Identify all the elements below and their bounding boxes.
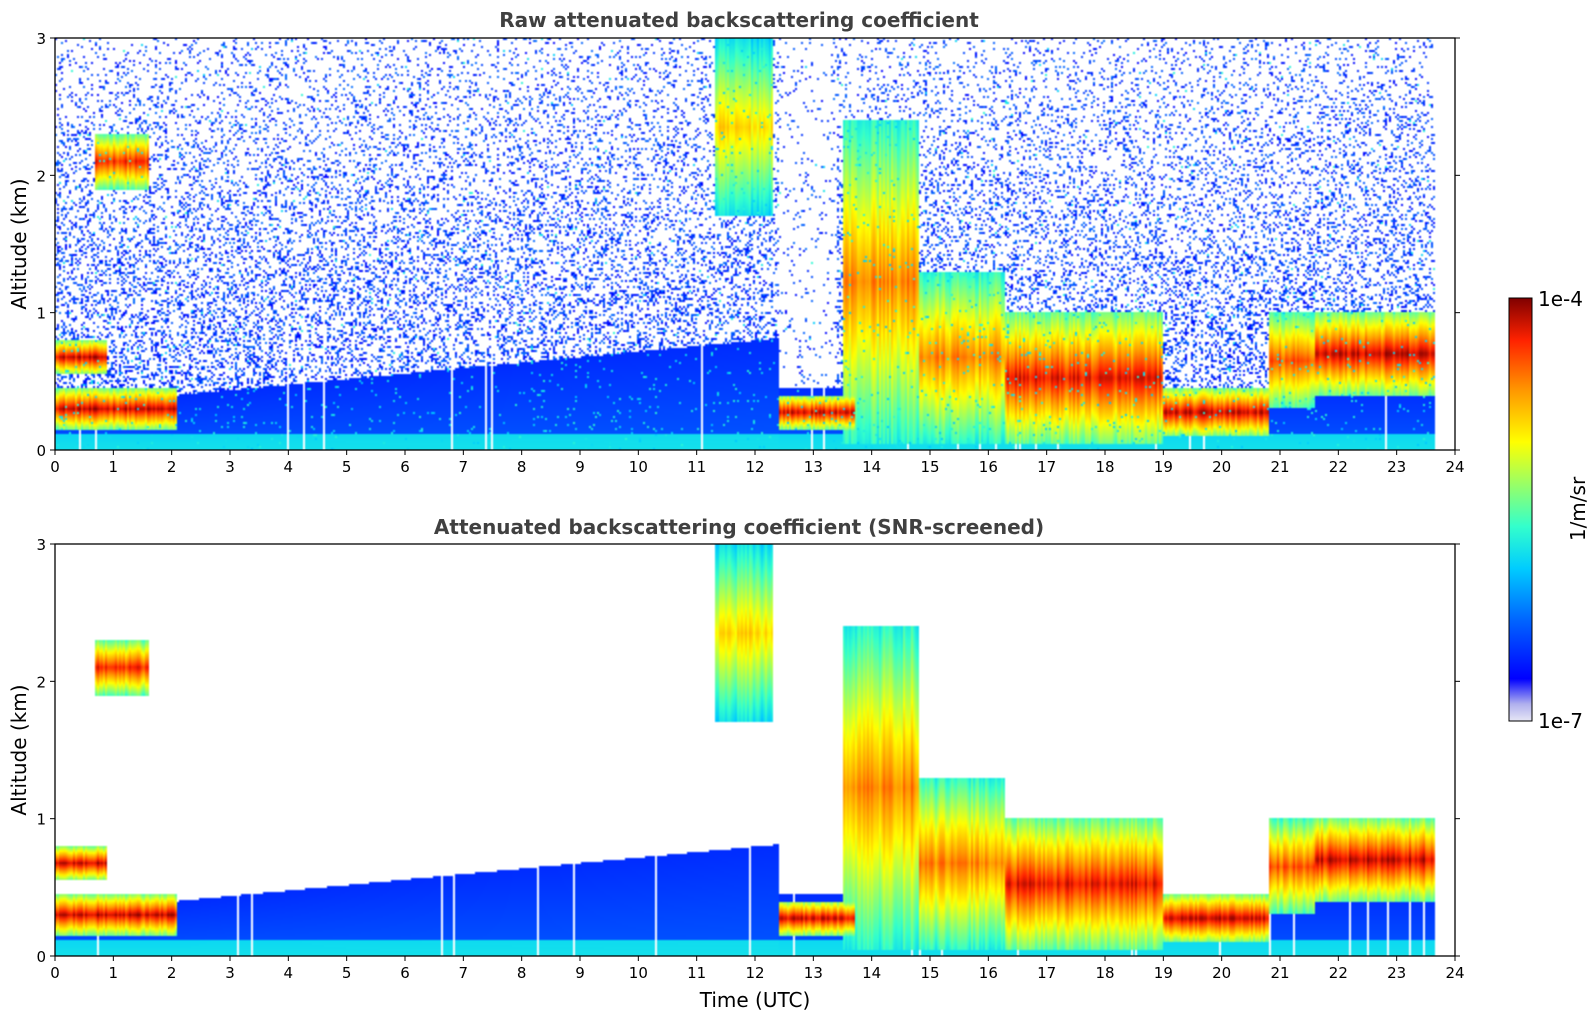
x-tick-label: 7 — [459, 458, 469, 476]
x-tick-label: 11 — [687, 964, 706, 982]
x-tick-label: 16 — [979, 458, 998, 476]
panel-title: Attenuated backscattering coefficient (S… — [434, 515, 1044, 539]
x-tick-label: 5 — [342, 964, 352, 982]
x-tick-label: 1 — [109, 964, 119, 982]
x-tick-label: 20 — [1212, 964, 1231, 982]
x-tick-label: 22 — [1329, 458, 1348, 476]
colorbar: 1e-4 1e-7 1/m/sr — [1508, 287, 1590, 733]
x-axis-label: Time (UTC) — [699, 988, 811, 1012]
x-tick-label: 19 — [1154, 458, 1173, 476]
y-tick-label: 3 — [36, 536, 46, 554]
x-tick-label: 24 — [1445, 964, 1464, 982]
y-tick-label: 2 — [36, 673, 46, 691]
x-tick-label: 16 — [979, 964, 998, 982]
panel-title: Raw attenuated backscattering coefficien… — [499, 8, 979, 32]
y-tick-label: 1 — [36, 811, 46, 829]
x-tick-label: 10 — [629, 458, 648, 476]
x-tick-label: 12 — [745, 458, 764, 476]
x-tick-label: 20 — [1212, 458, 1231, 476]
x-tick-label: 7 — [459, 964, 469, 982]
x-tick-label: 21 — [1270, 458, 1289, 476]
backscatter-heatmap — [55, 38, 1455, 450]
colorbar-unit-label: 1/m/sr — [1566, 476, 1590, 541]
x-tick-label: 2 — [167, 964, 177, 982]
x-tick-label: 15 — [920, 458, 939, 476]
x-tick-label: 8 — [517, 964, 527, 982]
backscatter-heatmap — [55, 544, 1455, 956]
colorbar-gradient — [1508, 297, 1533, 722]
x-tick-label: 4 — [284, 458, 294, 476]
y-axis-label: Altitude (km) — [7, 684, 31, 815]
x-tick-label: 22 — [1329, 964, 1348, 982]
y-tick-label: 3 — [36, 30, 46, 48]
x-tick-label: 21 — [1270, 964, 1289, 982]
x-tick-label: 15 — [920, 964, 939, 982]
x-tick-label: 9 — [575, 964, 585, 982]
x-tick-label: 9 — [575, 458, 585, 476]
x-tick-label: 17 — [1037, 964, 1056, 982]
x-tick-label: 8 — [517, 458, 527, 476]
x-tick-label: 14 — [862, 458, 881, 476]
x-tick-label: 14 — [862, 964, 881, 982]
x-tick-label: 17 — [1037, 458, 1056, 476]
colorbar-max-label: 1e-4 — [1538, 287, 1583, 311]
x-tick-label: 0 — [50, 964, 60, 982]
x-tick-label: 19 — [1154, 964, 1173, 982]
x-tick-label: 3 — [225, 458, 235, 476]
x-tick-label: 6 — [400, 458, 410, 476]
y-tick-label: 0 — [36, 948, 46, 966]
colorbar-min-label: 1e-7 — [1538, 709, 1583, 733]
x-tick-label: 6 — [400, 964, 410, 982]
x-tick-label: 13 — [804, 964, 823, 982]
x-tick-label: 11 — [687, 458, 706, 476]
snr-screened-backscatter-panel: Attenuated backscattering coefficient (S… — [7, 515, 1465, 1012]
x-tick-label: 12 — [745, 964, 764, 982]
x-tick-label: 18 — [1095, 458, 1114, 476]
y-tick-label: 1 — [36, 305, 46, 323]
x-tick-label: 13 — [804, 458, 823, 476]
raw-backscatter-panel: Raw attenuated backscattering coefficien… — [7, 8, 1465, 476]
x-tick-label: 23 — [1387, 964, 1406, 982]
x-tick-label: 5 — [342, 458, 352, 476]
x-tick-label: 18 — [1095, 964, 1114, 982]
y-tick-label: 0 — [36, 442, 46, 460]
y-axis-label: Altitude (km) — [7, 178, 31, 309]
y-tick-label: 2 — [36, 167, 46, 185]
x-tick-label: 0 — [50, 458, 60, 476]
x-tick-label: 1 — [109, 458, 119, 476]
x-tick-label: 4 — [284, 964, 294, 982]
x-tick-label: 24 — [1445, 458, 1464, 476]
x-tick-label: 10 — [629, 964, 648, 982]
x-tick-label: 3 — [225, 964, 235, 982]
x-tick-label: 23 — [1387, 458, 1406, 476]
x-tick-label: 2 — [167, 458, 177, 476]
